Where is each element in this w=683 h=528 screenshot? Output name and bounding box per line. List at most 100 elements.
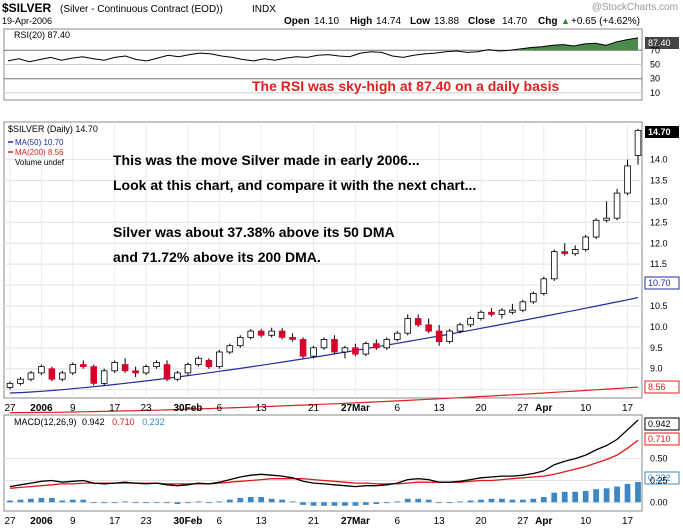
candle-body xyxy=(603,217,610,221)
macd-histogram-bar xyxy=(226,499,233,503)
x-tick-label: 27Mar xyxy=(341,403,370,414)
candle-body xyxy=(27,372,35,380)
x-tick-label: Apr xyxy=(535,403,552,414)
chg-up-icon: ▲ xyxy=(561,16,570,26)
macd-histogram-bar xyxy=(457,501,463,503)
candle-body xyxy=(383,339,391,349)
candle-body xyxy=(79,364,87,368)
signal-last-label: 0.710 xyxy=(648,434,671,444)
macd-histogram-bar xyxy=(174,502,181,505)
candle-body xyxy=(100,370,108,384)
candle-body xyxy=(268,330,275,336)
note-line-3: Silver was about 37.38% above its 50 DMA xyxy=(113,224,395,240)
macd-histogram-bar xyxy=(195,501,202,503)
x-tick-label: 30Feb xyxy=(173,403,202,414)
candle-body xyxy=(257,330,265,336)
rsi-tick-label: 70 xyxy=(650,45,660,55)
rsi-tick-label: 30 xyxy=(650,74,660,84)
macd-histogram-bar xyxy=(624,483,631,503)
macd-histogram-bar xyxy=(90,502,97,504)
candle-body xyxy=(48,368,56,380)
macd-histogram-bar xyxy=(425,499,432,503)
rsi-overbought-fill xyxy=(488,37,638,51)
candle-body xyxy=(582,236,589,250)
close-value: 14.70 xyxy=(502,16,527,27)
macd-histogram-bar xyxy=(561,491,568,503)
macd-histogram-bar xyxy=(362,502,369,505)
symbol-description: (Silver - Continuous Contract (EOD)) xyxy=(60,4,223,15)
x-tick-label: 13 xyxy=(434,403,446,414)
macd-histogram-bar xyxy=(258,497,265,503)
chg-label: Chg xyxy=(538,16,557,27)
macd-histogram-bar xyxy=(268,498,275,503)
price-tick-label: 13.5 xyxy=(650,176,668,186)
candle-body xyxy=(195,357,202,365)
ma50-last-label: 10.70 xyxy=(648,278,671,288)
ma200-last-box xyxy=(644,380,680,394)
ma200-legend: MA(200) 8.56 xyxy=(15,148,64,157)
macd-histogram-bar xyxy=(499,498,505,503)
candle-body xyxy=(174,372,181,380)
x-tick-label: 2006 xyxy=(30,516,53,527)
candle-body xyxy=(425,324,432,332)
macd-histogram-bar xyxy=(7,500,13,503)
macd-histogram-bar xyxy=(488,498,495,503)
macd-histogram-bar xyxy=(352,502,359,506)
candle-body xyxy=(341,347,349,353)
candle-body xyxy=(205,359,213,368)
candle-body xyxy=(320,339,328,349)
x-tick-label: 13 xyxy=(256,403,268,414)
candle-body xyxy=(38,366,45,374)
note-line-2: Look at this chart, and compare it with … xyxy=(113,177,476,193)
macd-panel xyxy=(3,414,643,512)
x-tick-label: 27Mar xyxy=(341,516,370,527)
macd-histogram-bar xyxy=(321,502,327,506)
candle-body xyxy=(236,336,244,347)
candle-body xyxy=(299,339,307,357)
candle-body xyxy=(310,347,317,357)
symbol-title: $SILVER xyxy=(2,1,51,15)
candle-body xyxy=(467,318,474,326)
macd-histogram-bar xyxy=(17,499,24,503)
rsi-tick-label: 50 xyxy=(650,60,660,70)
candle-body xyxy=(414,318,422,326)
x-tick-label: 17 xyxy=(622,516,634,527)
candle-body xyxy=(352,347,359,355)
macd-tick-label: 0.25 xyxy=(650,475,668,485)
x-tick-label: 27 xyxy=(4,403,16,414)
price-tick-label: 9.5 xyxy=(650,343,663,353)
macd-histogram-bar xyxy=(69,499,76,503)
macd-histogram-bar xyxy=(614,486,620,503)
candle-body xyxy=(331,339,338,353)
signal-last-box xyxy=(644,432,680,446)
macd-histogram-bar xyxy=(446,502,453,504)
macd-legend-prefix: MACD(12,26,9) xyxy=(14,417,77,427)
x-tick-label: 13 xyxy=(434,516,446,527)
candle-body xyxy=(477,311,485,319)
close-label: Close xyxy=(468,16,496,27)
macd-legend-signal: 0.710 xyxy=(112,417,135,427)
candle-body xyxy=(132,370,139,374)
chart-date: 19-Apr-2006 xyxy=(2,16,52,26)
candle-body xyxy=(247,330,255,338)
macd-histogram-bar xyxy=(582,490,589,503)
price-panel xyxy=(3,121,643,399)
macd-histogram-bar xyxy=(300,502,306,505)
macd-histogram-bar xyxy=(342,502,348,506)
x-tick-label: Apr xyxy=(535,516,552,527)
candle-body xyxy=(634,129,642,156)
price-tick-label: 13.0 xyxy=(650,196,668,206)
candle-body xyxy=(362,343,370,355)
candle-body xyxy=(435,330,443,342)
price-tick-label: 12.5 xyxy=(650,217,668,227)
x-tick-label: 23 xyxy=(141,516,153,527)
candle-body xyxy=(446,330,453,342)
note-line-4: and 71.72% above its 200 DMA. xyxy=(113,249,321,265)
x-tick-label: 2006 xyxy=(30,403,53,414)
candle-body xyxy=(530,293,537,303)
candle-body xyxy=(121,364,129,372)
macd-last-box xyxy=(644,417,680,431)
candle-body xyxy=(498,309,506,315)
macd-histogram-bar xyxy=(436,502,443,504)
